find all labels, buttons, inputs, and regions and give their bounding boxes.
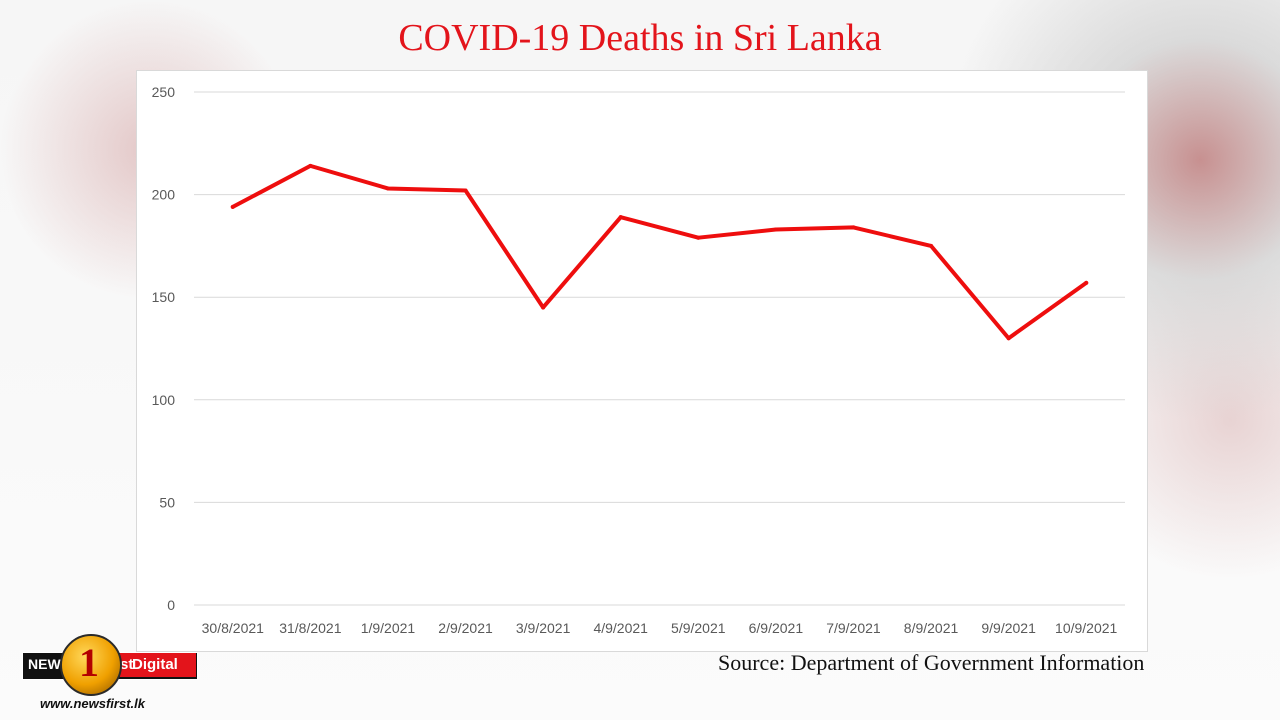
data-point: [463, 188, 468, 193]
data-point: [1084, 280, 1089, 285]
chart-area: 0 50 100 150 200 250 30/8/2021 31/8/2021 1/9/202…: [136, 70, 1148, 652]
y-tick-label: 0: [167, 597, 175, 613]
data-point: [385, 186, 390, 191]
logo-news-text: NEWS: [28, 656, 70, 672]
logo-emblem: [60, 634, 122, 696]
x-tick-label: 9/9/2021: [981, 620, 1036, 636]
x-tick-label: 10/9/2021: [1055, 620, 1117, 636]
y-tick-label: 250: [152, 84, 176, 100]
data-point: [541, 305, 546, 310]
x-tick-label: 2/9/2021: [438, 620, 493, 636]
x-tick-label: 31/8/2021: [279, 620, 341, 636]
data-point: [773, 227, 778, 232]
newsfirst-logo: NEWS st Digital 1 www.newsfirst.lk: [22, 632, 202, 714]
y-tick-label: 50: [159, 494, 175, 510]
data-point: [851, 225, 856, 230]
data-point: [230, 204, 235, 209]
x-tick-label: 4/9/2021: [593, 620, 648, 636]
x-tick-label: 6/9/2021: [749, 620, 804, 636]
source-caption: Source: Department of Government Informa…: [718, 650, 1145, 675]
data-point: [618, 215, 623, 220]
x-tick-label: 5/9/2021: [671, 620, 726, 636]
logo-digital-text: Digital: [132, 656, 178, 673]
x-tick-label: 7/9/2021: [826, 620, 881, 636]
y-tick-label: 100: [152, 392, 176, 408]
x-tick-label: 30/8/2021: [202, 620, 264, 636]
x-tick-label: 1/9/2021: [361, 620, 416, 636]
data-point: [308, 163, 313, 168]
logo-st-text: st: [120, 656, 134, 673]
y-tick-label: 200: [152, 187, 176, 203]
logo-url: www.newsfirst.lk: [40, 696, 145, 711]
data-point: [1006, 336, 1011, 341]
x-tick-label: 3/9/2021: [516, 620, 571, 636]
data-point: [929, 243, 934, 248]
logo-digital-background: [120, 653, 196, 677]
series-line: [230, 163, 1089, 341]
line-chart: 0 50 100 150 200 250 30/8/2021 31/8/2021 1/9/202…: [152, 84, 1125, 636]
chart-title: COVID-19 Deaths in Sri Lanka: [398, 17, 882, 59]
x-tick-label: 8/9/2021: [904, 620, 959, 636]
y-tick-label: 150: [152, 289, 176, 305]
data-point: [696, 235, 701, 240]
logo-number: 1: [79, 640, 99, 685]
